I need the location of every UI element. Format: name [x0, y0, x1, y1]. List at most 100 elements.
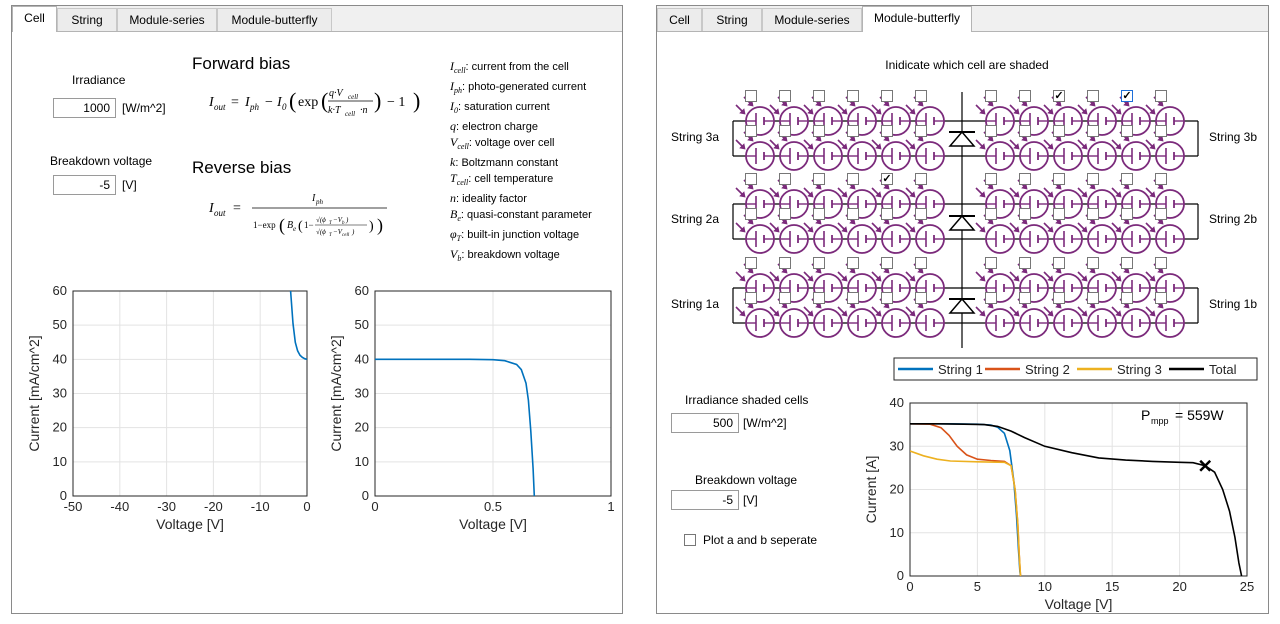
- solar-cell-icon[interactable]: [1077, 214, 1117, 254]
- shade-cell-checkbox[interactable]: [745, 292, 757, 304]
- solar-cell-icon[interactable]: [975, 131, 1015, 171]
- shade-cell-checkbox[interactable]: [1053, 257, 1065, 269]
- shade-cell-checkbox[interactable]: [881, 292, 893, 304]
- solar-cell-icon[interactable]: [1077, 298, 1117, 338]
- solar-cell-icon[interactable]: [871, 131, 911, 171]
- shade-cell-checkbox[interactable]: [1019, 173, 1031, 185]
- shade-cell-checkbox[interactable]: [1087, 208, 1099, 220]
- shade-cell-checkbox[interactable]: [745, 125, 757, 137]
- shade-cell-checkbox[interactable]: ✓: [1121, 90, 1133, 102]
- shade-cell-checkbox[interactable]: [847, 173, 859, 185]
- solar-cell-icon[interactable]: [837, 214, 877, 254]
- solar-cell-icon[interactable]: [769, 131, 809, 171]
- shade-cell-checkbox[interactable]: [915, 173, 927, 185]
- shade-cell-checkbox[interactable]: [1155, 292, 1167, 304]
- shade-cell-checkbox[interactable]: [1019, 125, 1031, 137]
- solar-cell-icon[interactable]: [1077, 131, 1117, 171]
- shade-cell-checkbox[interactable]: [745, 90, 757, 102]
- shade-cell-checkbox[interactable]: [1087, 257, 1099, 269]
- tab-cell[interactable]: Cell: [657, 8, 702, 31]
- solar-cell-icon[interactable]: [1111, 214, 1151, 254]
- solar-cell-icon[interactable]: [1009, 298, 1049, 338]
- shade-cell-checkbox[interactable]: [985, 125, 997, 137]
- shade-cell-checkbox[interactable]: [881, 125, 893, 137]
- solar-cell-icon[interactable]: [1043, 298, 1083, 338]
- shade-cell-checkbox[interactable]: [1019, 292, 1031, 304]
- solar-cell-icon[interactable]: [1009, 131, 1049, 171]
- tab-module-butterfly[interactable]: Module-butterfly: [862, 6, 972, 32]
- shade-cell-checkbox[interactable]: [813, 292, 825, 304]
- solar-cell-icon[interactable]: [837, 131, 877, 171]
- irradiance-input[interactable]: 1000: [53, 98, 116, 118]
- shade-cell-checkbox[interactable]: [985, 173, 997, 185]
- shade-cell-checkbox[interactable]: [985, 90, 997, 102]
- shade-cell-checkbox[interactable]: [915, 257, 927, 269]
- solar-cell-icon[interactable]: [975, 214, 1015, 254]
- solar-cell-icon[interactable]: [1043, 131, 1083, 171]
- solar-cell-icon[interactable]: [803, 131, 843, 171]
- solar-cell-icon[interactable]: [1043, 214, 1083, 254]
- breakdown-input[interactable]: -5: [671, 490, 739, 510]
- shade-cell-checkbox[interactable]: [813, 208, 825, 220]
- shade-cell-checkbox[interactable]: [1019, 257, 1031, 269]
- shade-cell-checkbox[interactable]: [915, 125, 927, 137]
- shade-cell-checkbox[interactable]: [1121, 173, 1133, 185]
- tab-module-butterfly[interactable]: Module-butterfly: [217, 8, 332, 31]
- shade-cell-checkbox[interactable]: [1053, 208, 1065, 220]
- solar-cell-icon[interactable]: [975, 298, 1015, 338]
- solar-cell-icon[interactable]: [769, 298, 809, 338]
- shade-cell-checkbox[interactable]: [881, 257, 893, 269]
- shade-cell-checkbox[interactable]: [1121, 208, 1133, 220]
- solar-cell-icon[interactable]: [905, 131, 945, 171]
- shade-cell-checkbox[interactable]: [1019, 90, 1031, 102]
- shade-cell-checkbox[interactable]: [813, 257, 825, 269]
- shade-cell-checkbox[interactable]: [1053, 125, 1065, 137]
- shade-cell-checkbox[interactable]: [1155, 173, 1167, 185]
- shade-cell-checkbox[interactable]: [915, 208, 927, 220]
- plot-separate-checkbox[interactable]: [684, 534, 696, 546]
- breakdown-input[interactable]: -5: [53, 175, 116, 195]
- shade-cell-checkbox[interactable]: ✓: [881, 173, 893, 185]
- shade-cell-checkbox[interactable]: [985, 257, 997, 269]
- shade-cell-checkbox[interactable]: [1087, 90, 1099, 102]
- shade-cell-checkbox[interactable]: [779, 173, 791, 185]
- shade-cell-checkbox[interactable]: [1053, 173, 1065, 185]
- shade-cell-checkbox[interactable]: [779, 257, 791, 269]
- shade-cell-checkbox[interactable]: [813, 173, 825, 185]
- shade-cell-checkbox[interactable]: [779, 292, 791, 304]
- shade-cell-checkbox[interactable]: [847, 125, 859, 137]
- shade-cell-checkbox[interactable]: [985, 208, 997, 220]
- solar-cell-icon[interactable]: [837, 298, 877, 338]
- shade-cell-checkbox[interactable]: [1087, 292, 1099, 304]
- shade-cell-checkbox[interactable]: [779, 208, 791, 220]
- shade-cell-checkbox[interactable]: [847, 292, 859, 304]
- shade-cell-checkbox[interactable]: [1053, 292, 1065, 304]
- solar-cell-icon[interactable]: [735, 214, 775, 254]
- solar-cell-icon[interactable]: [871, 298, 911, 338]
- shade-cell-checkbox[interactable]: [915, 90, 927, 102]
- shade-cell-checkbox[interactable]: [1155, 208, 1167, 220]
- solar-cell-icon[interactable]: [905, 298, 945, 338]
- tab-module-series[interactable]: Module-series: [117, 8, 217, 31]
- solar-cell-icon[interactable]: [1111, 298, 1151, 338]
- shade-cell-checkbox[interactable]: [1121, 292, 1133, 304]
- shade-cell-checkbox[interactable]: [1121, 125, 1133, 137]
- tab-string[interactable]: String: [702, 8, 762, 31]
- solar-cell-icon[interactable]: [803, 298, 843, 338]
- solar-cell-icon[interactable]: [905, 214, 945, 254]
- shade-cell-checkbox[interactable]: [847, 208, 859, 220]
- shade-cell-checkbox[interactable]: [779, 90, 791, 102]
- solar-cell-icon[interactable]: [1145, 298, 1185, 338]
- shade-cell-checkbox[interactable]: [881, 208, 893, 220]
- shade-cell-checkbox[interactable]: [1155, 125, 1167, 137]
- solar-cell-icon[interactable]: [1145, 131, 1185, 171]
- irradiance-shaded-input[interactable]: 500: [671, 413, 739, 433]
- solar-cell-icon[interactable]: [1111, 131, 1151, 171]
- shade-cell-checkbox[interactable]: [1155, 90, 1167, 102]
- shade-cell-checkbox[interactable]: [813, 90, 825, 102]
- shade-cell-checkbox[interactable]: [745, 208, 757, 220]
- solar-cell-icon[interactable]: [735, 131, 775, 171]
- tab-string[interactable]: String: [57, 8, 117, 31]
- shade-cell-checkbox[interactable]: [1019, 208, 1031, 220]
- shade-cell-checkbox[interactable]: [847, 257, 859, 269]
